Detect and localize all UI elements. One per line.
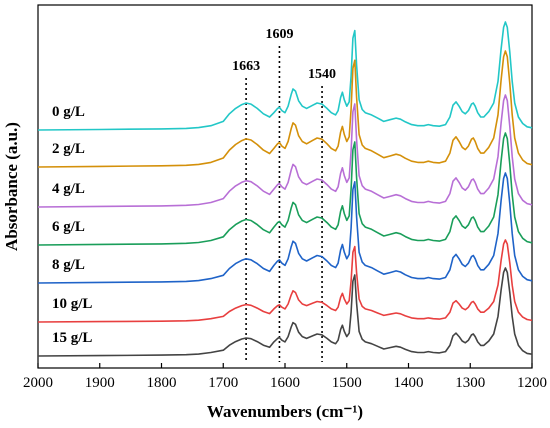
series-line-4gL [37,94,533,208]
plot-area: 2000 1900 1800 1700 1600 1500 1400 1300 1200 1663… [23,4,547,391]
series-label: 15 g/L [52,330,92,346]
series-line-10gL [37,239,533,323]
y-axis-title: Absorbance (a.u.) [2,122,21,251]
x-tick-label: 2000 [23,375,53,391]
series-label: 4 g/L [52,181,85,197]
reference-line-label-1663: 1663 [232,59,260,74]
series-line-6gL [37,132,533,246]
reference-line-label-1609: 1609 [265,27,293,42]
x-tick-label: 1200 [517,375,547,391]
series-line-0gL [37,21,533,131]
x-tick-label: 1400 [394,375,424,391]
x-tick-label: 1600 [270,375,300,391]
x-tick-label: 1500 [332,375,362,391]
series-line-8gL [37,172,533,284]
x-tick-label: 1800 [147,375,177,391]
series-label: 2 g/L [52,141,85,157]
series-label: 0 g/L [52,104,85,120]
x-tick-label: 1700 [208,375,238,391]
series-line-15gL [37,267,533,357]
x-axis-title: Wavenumbers (cm⁻¹) [207,402,363,421]
x-tick-label: 1300 [455,375,485,391]
series-label: 10 g/L [52,296,92,312]
series-line-2gL [37,50,533,168]
reference-line-label-1540: 1540 [308,67,336,82]
plot-frame [37,4,533,369]
series-label: 6 g/L [52,219,85,235]
series-label: 8 g/L [52,257,85,273]
x-tick-label: 1900 [85,375,115,391]
